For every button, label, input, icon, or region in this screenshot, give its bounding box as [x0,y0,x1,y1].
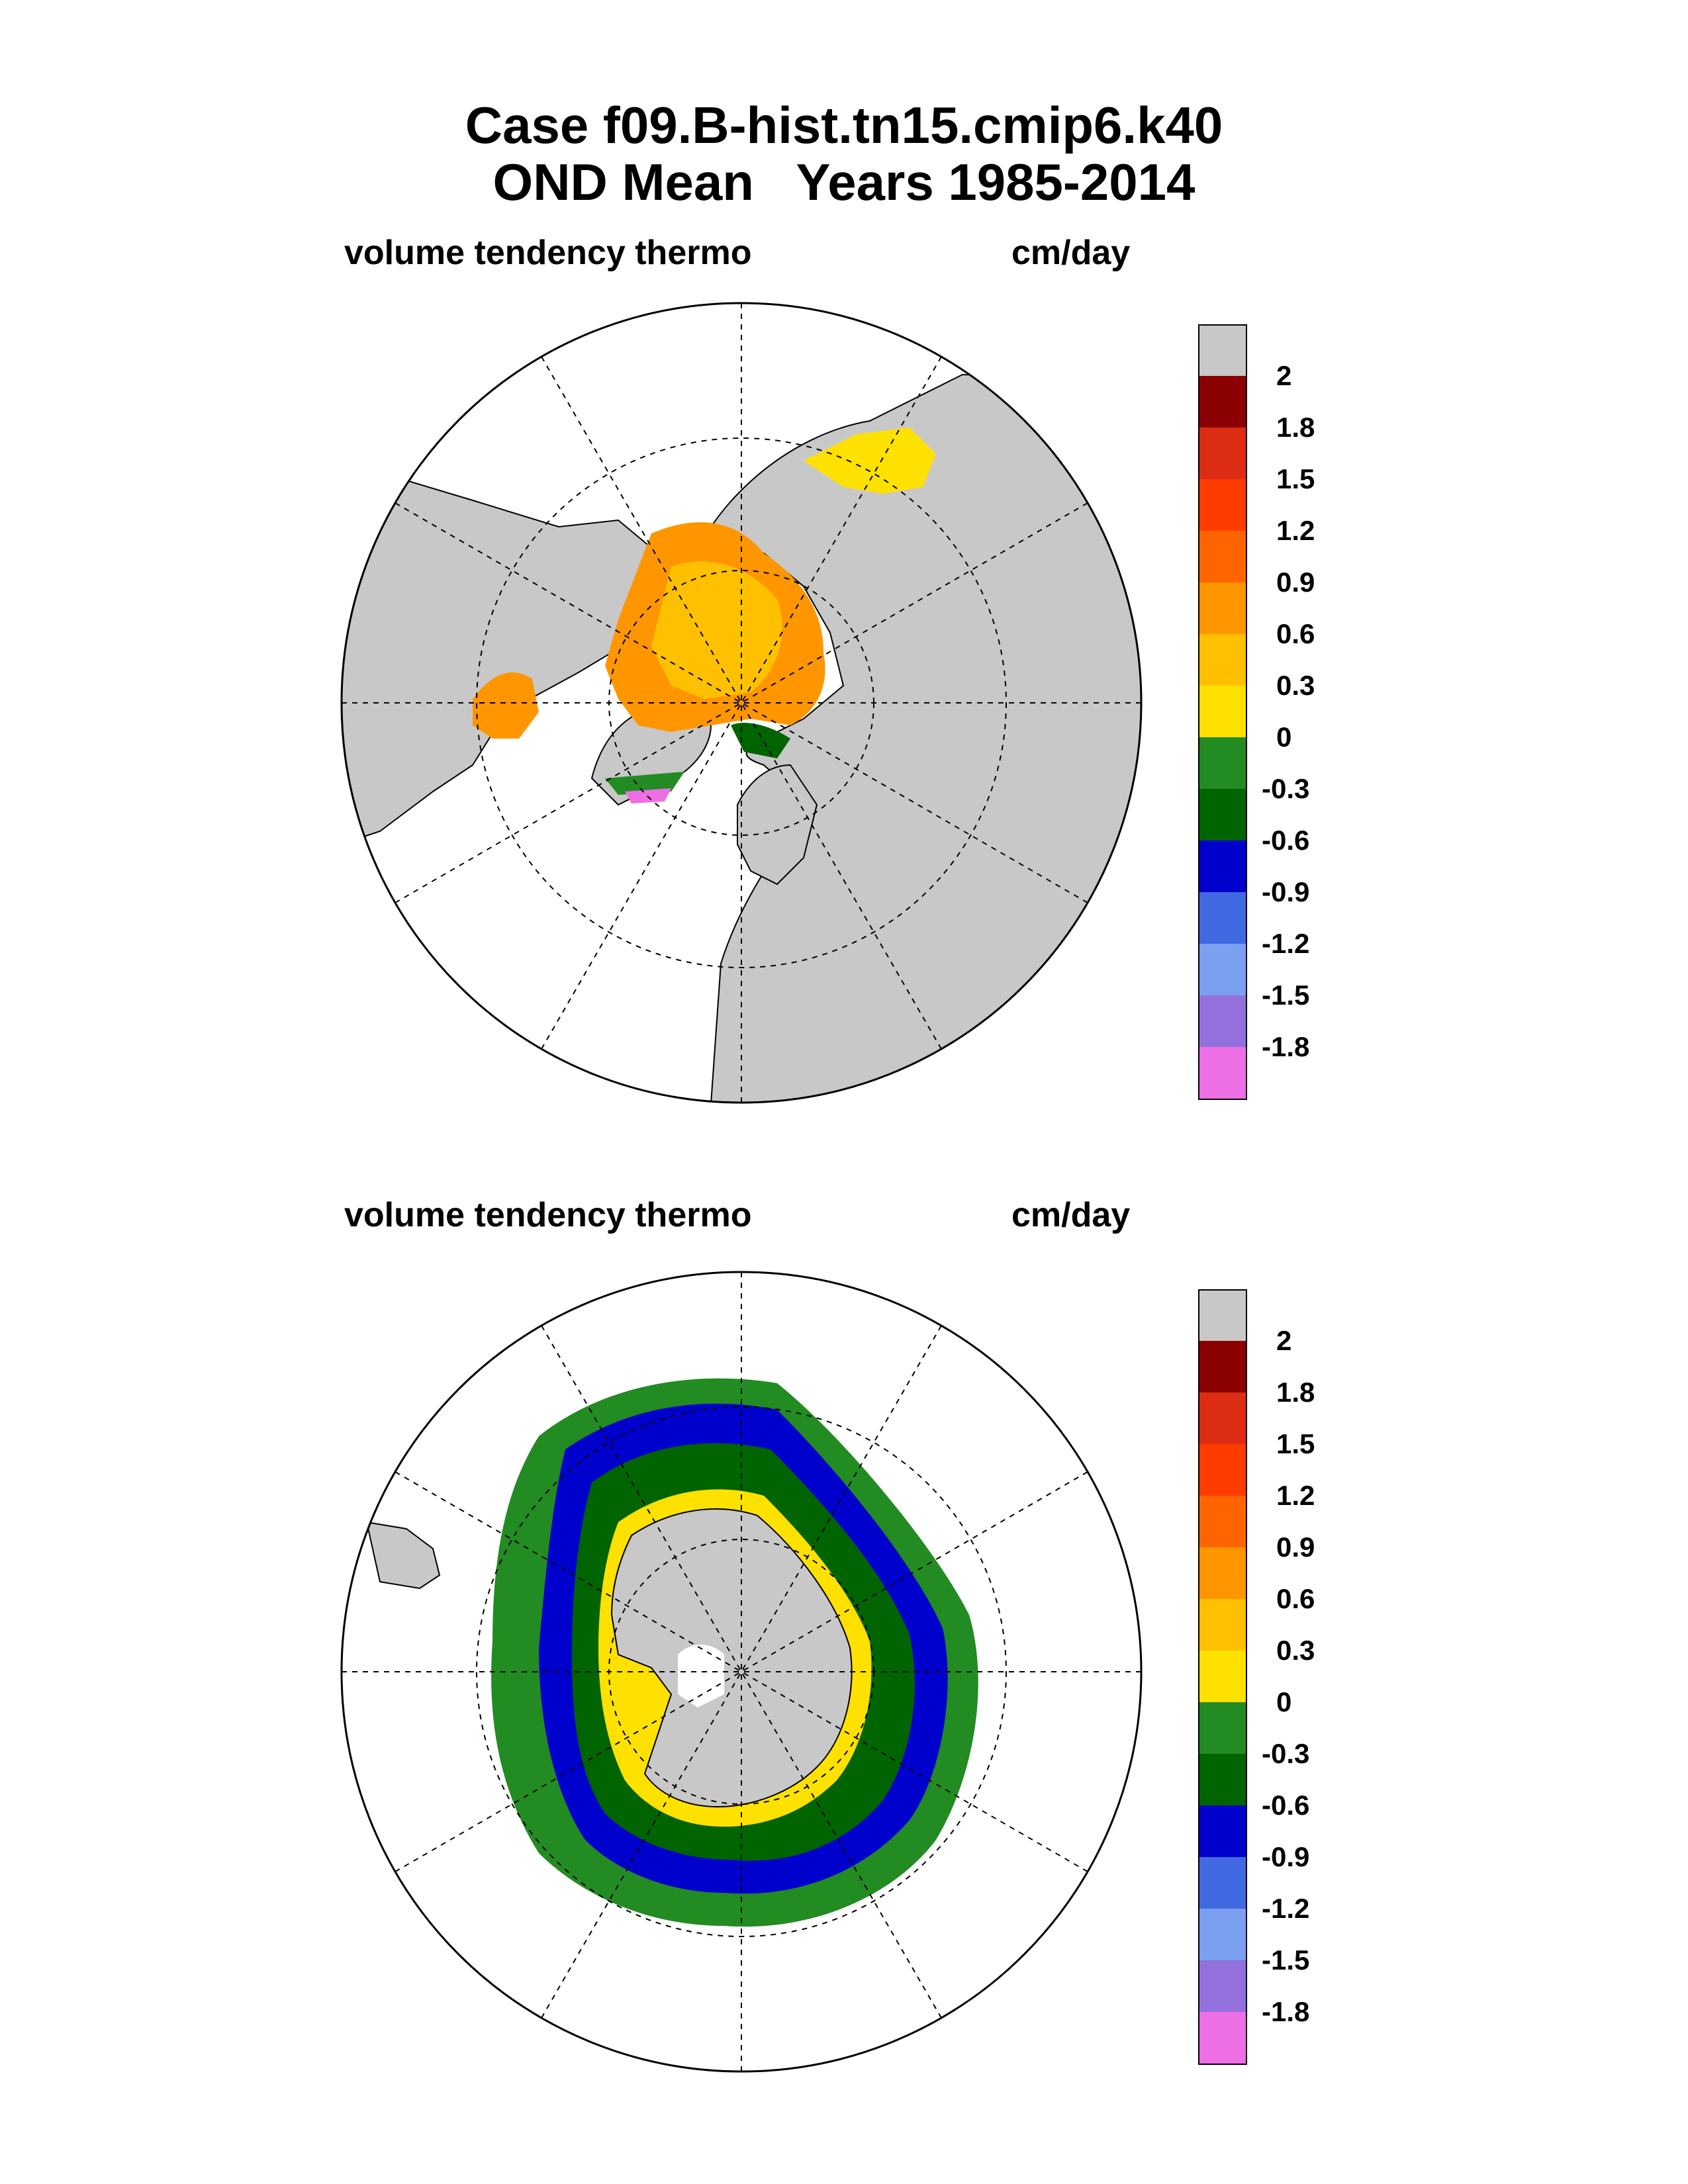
arctic-ice-core [651,561,782,699]
antarctic-colorbar-frame [1198,1289,1247,2065]
antarctica-land [610,1508,853,1808]
arctic-panel-variable-label: volume tendency thermo [344,234,752,272]
antarctic-colorbar-tick-label: 0.6 [1276,1583,1315,1614]
arctic-colorbar-tick-label: -1.8 [1262,1031,1310,1062]
antarctic-polar-map [340,1271,1143,2073]
arctic-colorbar-tick-label: 0.9 [1276,567,1315,598]
arctic-colorbar-tick-label: -0.6 [1262,825,1310,856]
arctic-colorbar-swatch [1198,376,1247,428]
arctic-colorbar-tick-label: 1.5 [1276,463,1315,494]
arctic-colorbar-swatch [1198,841,1247,892]
antarctic-colorbar-tick-label: 2 [1276,1325,1292,1356]
arctic-colorbar-tick-label: 0.6 [1276,618,1315,649]
arctic-colorbar-swatch [1198,634,1247,686]
antarctic-colorbar-tick-label: 1.2 [1276,1480,1315,1511]
antarctic-colorbar-tick-label: 0.9 [1276,1531,1315,1563]
antarctic-panel-variable-label: volume tendency thermo [344,1196,752,1234]
antarctic-colorbar-tick-label: 1.8 [1276,1377,1315,1408]
antarctic-colorbar-tick-label: 0.3 [1276,1635,1315,1666]
scandinavia-land [737,764,818,886]
antarctic-colorbar-tick-label: -0.3 [1262,1738,1310,1769]
arctic-colorbar-swatch [1198,582,1247,634]
antarctic-colorbar-tick-label: -1.8 [1262,1996,1310,2027]
antarctic-colorbar-swatch [1198,1702,1247,1754]
arctic-colorbar-tick-label: 1.8 [1276,412,1315,443]
antarctic-colorbar-tick-label: -1.5 [1262,1944,1310,1976]
arctic-colorbar-swatch [1198,479,1247,531]
antarctic-colorbar-tick-label: -0.9 [1262,1841,1310,1872]
arctic-colorbar-tick-label: -0.3 [1262,773,1310,804]
plot-title-period: OND Mean Years 1985-2014 [492,153,1196,211]
arctic-colorbar-tick-label: 2 [1276,360,1292,391]
plot-title-case: Case f09.B-hist.tn15.cmip6.k40 [465,96,1223,154]
arctic-colorbar-tick-label: -1.2 [1262,928,1310,959]
hudson-bay-ice [473,672,539,739]
arctic-polar-map [340,302,1143,1104]
south-america-land [365,1521,441,1590]
bering-ice [804,428,936,494]
arctic-colorbar-tick-label: 0.3 [1276,670,1315,701]
ross-ice-shelf [678,1645,724,1707]
arctic-colorbar-tick-label: -0.9 [1262,876,1310,907]
antarctic-colorbar-tick-label: 0 [1276,1686,1292,1717]
antarctic-colorbar-swatch [1198,1960,1247,2012]
antarctic-colorbar-tick-label: -0.6 [1262,1790,1310,1821]
barents-ice-edge-negative [731,723,790,758]
arctic-colorbar-tick-label: -1.5 [1262,979,1310,1011]
arctic-colorbar-tick-label: 1.2 [1276,515,1315,546]
antarctic-colorbar-tick-label: 1.5 [1276,1428,1315,1459]
arctic-colorbar-tick-label: 0 [1276,721,1292,752]
arctic-panel-units-label: cm/day [1011,234,1131,272]
antarctic-colorbar-tick-label: -1.2 [1262,1893,1310,1924]
eurasia-land [683,373,1141,1103]
antarctic-panel-units-label: cm/day [1011,1196,1131,1234]
arctic-colorbar-frame [1198,324,1247,1100]
